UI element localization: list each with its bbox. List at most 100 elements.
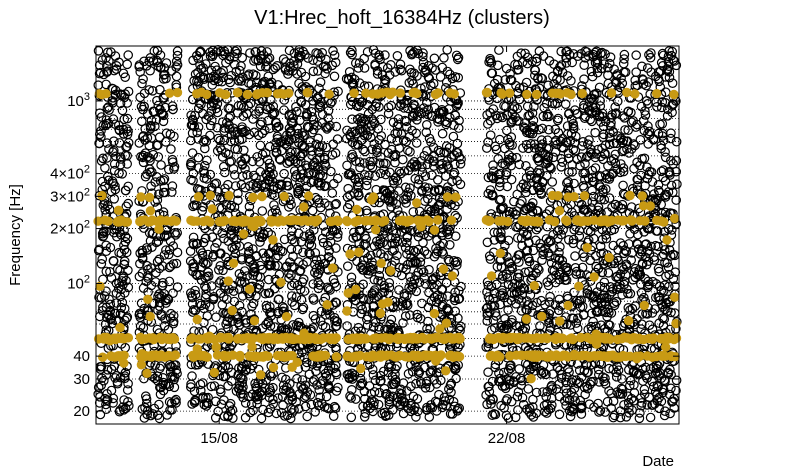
- cluster-point: [107, 98, 118, 108]
- loud-cluster-point: [481, 87, 492, 98]
- cluster-point: [489, 235, 500, 245]
- cluster-point: [512, 103, 523, 114]
- cluster-point: [320, 68, 330, 79]
- cluster-point: [318, 61, 329, 72]
- loud-cluster-point: [324, 89, 334, 99]
- cluster-point: [587, 165, 597, 176]
- cluster-point: [503, 413, 514, 423]
- cluster-point: [597, 111, 608, 122]
- cluster-point: [663, 281, 674, 292]
- cluster-point: [612, 282, 622, 292]
- cluster-point: [402, 300, 413, 311]
- cluster-point: [536, 365, 546, 376]
- cluster-point: [406, 276, 416, 287]
- loud-cluster-point: [152, 216, 163, 227]
- cluster-point: [653, 381, 663, 392]
- cluster-point: [554, 409, 565, 420]
- cluster-point: [523, 253, 534, 264]
- cluster-point: [158, 175, 169, 186]
- cluster-point: [611, 272, 621, 282]
- cluster-point: [111, 64, 122, 74]
- cluster-point: [582, 285, 593, 295]
- cluster-point: [293, 228, 304, 239]
- cluster-point: [423, 231, 434, 241]
- cluster-point: [281, 57, 291, 67]
- cluster-point: [522, 125, 532, 136]
- cluster-point: [658, 165, 669, 175]
- cluster-point: [500, 101, 511, 112]
- cluster-point: [145, 120, 156, 131]
- cluster-point: [243, 253, 254, 264]
- cluster-point: [640, 106, 650, 116]
- cluster-point: [629, 163, 639, 174]
- cluster-point: [234, 268, 245, 279]
- cluster-point: [523, 252, 533, 263]
- cluster-point: [191, 200, 202, 211]
- cluster-point: [97, 176, 108, 187]
- cluster-point: [331, 243, 341, 253]
- cluster-point: [588, 293, 598, 303]
- cluster-point: [288, 60, 299, 71]
- cluster-point: [122, 129, 133, 140]
- cluster-point: [594, 82, 605, 93]
- cluster-point: [223, 103, 234, 114]
- cluster-point: [293, 403, 304, 414]
- cluster-point: [603, 161, 613, 171]
- cluster-point: [275, 155, 286, 165]
- cluster-point: [116, 302, 127, 313]
- cluster-point: [122, 385, 133, 395]
- cluster-point: [392, 50, 403, 61]
- cluster-point: [98, 120, 109, 131]
- cluster-point: [439, 147, 449, 158]
- cluster-point: [570, 105, 580, 115]
- cluster-point: [198, 202, 208, 212]
- cluster-point: [121, 185, 131, 196]
- cluster-point: [331, 298, 342, 308]
- cluster-point: [484, 57, 494, 67]
- cluster-point: [148, 409, 158, 419]
- cluster-point: [657, 383, 668, 394]
- cluster-point: [369, 241, 380, 251]
- cluster-point: [266, 77, 277, 88]
- cluster-point: [172, 50, 183, 61]
- cluster-point: [665, 408, 675, 419]
- cluster-point: [401, 237, 412, 248]
- cluster-point: [442, 291, 453, 301]
- cluster-point: [293, 317, 304, 328]
- cluster-point: [110, 373, 120, 383]
- cluster-point: [307, 205, 318, 216]
- cluster-point: [601, 233, 612, 244]
- cluster-point: [374, 321, 384, 332]
- cluster-point: [224, 113, 234, 123]
- cluster-point: [666, 128, 676, 138]
- cluster-point: [256, 117, 267, 127]
- cluster-point: [319, 259, 329, 269]
- cluster-point: [451, 373, 461, 384]
- cluster-point: [122, 98, 132, 108]
- cluster-point: [262, 47, 272, 57]
- cluster-point: [503, 365, 514, 375]
- cluster-point: [164, 164, 174, 175]
- cluster-point: [526, 410, 537, 420]
- cluster-point: [618, 166, 629, 177]
- cluster-point: [405, 147, 415, 157]
- cluster-point: [483, 188, 494, 199]
- cluster-point: [529, 143, 540, 153]
- cluster-point: [284, 273, 294, 283]
- cluster-point: [418, 62, 428, 73]
- cluster-point: [421, 97, 432, 108]
- cluster-point: [365, 250, 376, 261]
- cluster-point: [664, 46, 674, 56]
- cluster-point: [509, 278, 520, 289]
- cluster-point: [147, 167, 157, 177]
- cluster-point: [562, 121, 573, 131]
- cluster-point: [653, 128, 664, 139]
- cluster-point: [243, 71, 253, 81]
- cluster-point: [201, 289, 211, 300]
- cluster-point: [604, 320, 615, 331]
- cluster-point: [202, 311, 213, 321]
- cluster-point: [585, 147, 596, 158]
- cluster-point: [116, 154, 126, 164]
- cluster-point: [286, 404, 297, 414]
- cluster-point: [483, 280, 494, 291]
